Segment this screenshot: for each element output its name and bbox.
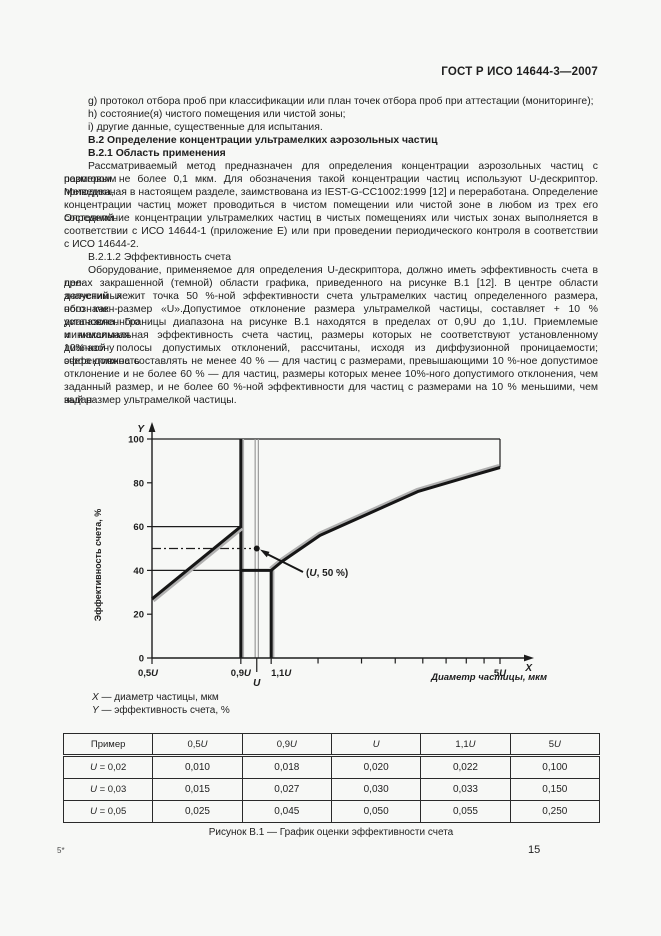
table-cell: 0,250 <box>509 800 601 823</box>
legend-line-x: X — диаметр частицы, мкм <box>92 691 230 704</box>
table-cell: 0,020 <box>330 755 422 779</box>
y-symbol: Y <box>92 705 99 716</box>
table-cell: 0,022 <box>420 755 511 779</box>
text-line: счета должна составлять не менее 40 % — … <box>64 356 598 367</box>
table-cell: 0,015 <box>152 778 243 801</box>
table-cell: 0,150 <box>509 778 601 801</box>
text-line: ного как размер «U».Допустимое отклонени… <box>64 304 598 328</box>
table-column-header: 0,5U <box>152 733 243 757</box>
table-cell: 0,050 <box>330 800 422 823</box>
body-text: g) протокол отбора проб при классификаци… <box>64 95 598 407</box>
page-number: 15 <box>528 844 541 856</box>
x-axis-symbol: X <box>524 663 533 674</box>
figure-caption: Рисунок В.1 — График оценки эффективност… <box>208 827 454 838</box>
annotation-arrowhead <box>260 549 270 558</box>
x-tick-label: 0,9U <box>231 668 252 679</box>
chart-svg: Y X 0 20 40 60 80 100 0,5U 0,9U 1,1U 5U U Диаметр час… <box>93 422 547 689</box>
table-cell: 0,018 <box>241 755 332 779</box>
table-cell: 0,045 <box>241 800 332 823</box>
table-header: Пример 0,5U 0,9U U 1,1U 5U <box>62 733 601 757</box>
text-line: концентрации частиц может проводиться в … <box>64 200 598 224</box>
table-column-header: Пример <box>62 733 154 757</box>
y-tick-label: 60 <box>133 522 144 533</box>
x-legend-text: — диаметр частицы, мкм <box>101 692 219 703</box>
text-line: Оборудование, применяемое для определени… <box>64 265 598 289</box>
table-cell: 0,100 <box>509 755 601 779</box>
paragraph-block: g) протокол отбора проб при классификаци… <box>64 95 598 134</box>
efficiency-table: Пример 0,5U 0,9U U 1,1U 5U U = 0,02 0,010 0,018… <box>62 733 601 823</box>
text-line: делах закрашенной (темной) области графи… <box>64 278 598 302</box>
table-cell: 0,033 <box>420 778 511 801</box>
text-line: 10%-ной полосы допустимых отклонений, ра… <box>64 343 598 367</box>
x-tick-label: 5U <box>494 668 507 679</box>
efficiency-curve <box>270 466 501 572</box>
text-line: h) состояние(я) чистого помещения или чи… <box>88 109 346 120</box>
table-column-header: U <box>330 733 422 757</box>
x-tick-label: 0,5U <box>138 668 159 679</box>
text-line: отклонение и не более 60 % — для частиц,… <box>64 369 598 380</box>
x-symbol: X <box>92 692 99 703</box>
table-cell: 0,055 <box>420 800 511 823</box>
table-body: U = 0,02 0,010 0,018 0,020 0,022 0,100 U = 0,0… <box>62 755 601 823</box>
x-axis-arrow <box>524 654 534 662</box>
table-row: U = 0,02 0,010 0,018 0,020 0,022 0,100 <box>62 755 601 779</box>
y-tick-label: 20 <box>133 610 144 621</box>
paragraph-block: Оборудование, применяемое для определени… <box>64 264 598 407</box>
y-tick-label: 0 <box>139 654 144 665</box>
table-cell: 0,025 <box>152 800 243 823</box>
point-annotation-label: (U, 50 %) <box>306 568 348 579</box>
y-legend-text: — эффективность счета, % <box>101 705 230 716</box>
u-tick-label: U <box>253 678 261 689</box>
document-header-title: ГОСТ Р ИСО 14644-3—2007 <box>441 66 598 78</box>
text-line: приведенная в настоящем разделе, заимств… <box>64 187 598 198</box>
y-axis-symbol: Y <box>137 424 145 435</box>
table-cell: 0,027 <box>241 778 332 801</box>
text-line: ный размер ультрамелкой частицы. <box>64 395 237 406</box>
paragraph-block: В.2.1.2 Эффективность счета <box>64 251 598 264</box>
paragraph-block: В.2 Определение концентрации ультрамелки… <box>64 134 598 147</box>
table-column-header: 0,9U <box>241 733 332 757</box>
paragraph-block: В.2.1 Область применения <box>64 147 598 160</box>
efficiency-chart: Y X 0 20 40 60 80 100 0,5U 0,9U 1,1U 5U U Диаметр час… <box>60 418 600 696</box>
footer-signature: 5* <box>57 846 65 855</box>
marked-point <box>253 545 260 552</box>
text-line: В.2.1.2 Эффективность счета <box>88 252 232 263</box>
table-row: U = 0,03 0,015 0,027 0,030 0,033 0,150 <box>62 778 601 801</box>
y-axis-title: Эффективность счета, % <box>93 509 103 622</box>
paragraph-block: Рассматриваемый метод предназначен для о… <box>64 160 598 251</box>
table-cell: U = 0,05 <box>62 800 154 823</box>
annotation-leader <box>265 552 304 573</box>
y-axis-arrow <box>148 422 156 432</box>
table-column-header: 1,1U <box>420 733 511 757</box>
y-tick-label: 100 <box>128 435 144 446</box>
text-line: Определение концентрации ультрамелких ча… <box>64 213 598 224</box>
table-column-header: 5U <box>509 733 601 757</box>
text-line: и максимальная эффективность счета части… <box>64 330 598 354</box>
table-cell: U = 0,03 <box>62 778 154 801</box>
text-line: В.2 Определение концентрации ультрамелки… <box>88 135 438 146</box>
x-tick-label: 1,1U <box>271 668 292 679</box>
text-line: i) другие данные, существенные для испыт… <box>88 122 323 133</box>
efficiency-table-wrap: Пример 0,5U 0,9U U 1,1U 5U U = 0,02 0,010 0,018… <box>62 733 601 823</box>
text-line: диапазона. Границы диапазона на рисунке … <box>64 317 598 341</box>
table-row: U = 0,05 0,025 0,045 0,050 0,055 0,250 <box>62 800 601 823</box>
legend-line-y: Y — эффективность счета, % <box>92 704 230 717</box>
text-line: Рассматриваемый метод предназначен для о… <box>64 161 598 185</box>
text-line: размером не более 0,1 мкм. Для обозначен… <box>64 174 598 198</box>
text-line: значений лежит точка 50 %-ной эффективно… <box>64 291 598 315</box>
lower-boundary-line <box>151 525 242 601</box>
text-line: соответствии с ИСО 14644-1 (приложение Е… <box>64 226 598 237</box>
table-cell: 0,030 <box>330 778 422 801</box>
x-axis-title: Диаметр частицы, мкм <box>430 672 547 683</box>
table-cell: 0,010 <box>152 755 243 779</box>
text-line: В.2.1 Область применения <box>88 148 226 159</box>
y-tick-label: 40 <box>133 566 144 577</box>
text-line: с ИСО 14644-2. <box>64 239 139 250</box>
text-line: g) протокол отбора проб при классификаци… <box>88 96 594 107</box>
table-cell: U = 0,02 <box>62 755 154 779</box>
chart-axis-legend: X — диаметр частицы, мкм Y — эффективнос… <box>92 691 230 717</box>
y-tick-label: 80 <box>133 478 144 489</box>
text-line: заданный размер, и не более 60 %-ной эфф… <box>64 382 598 406</box>
